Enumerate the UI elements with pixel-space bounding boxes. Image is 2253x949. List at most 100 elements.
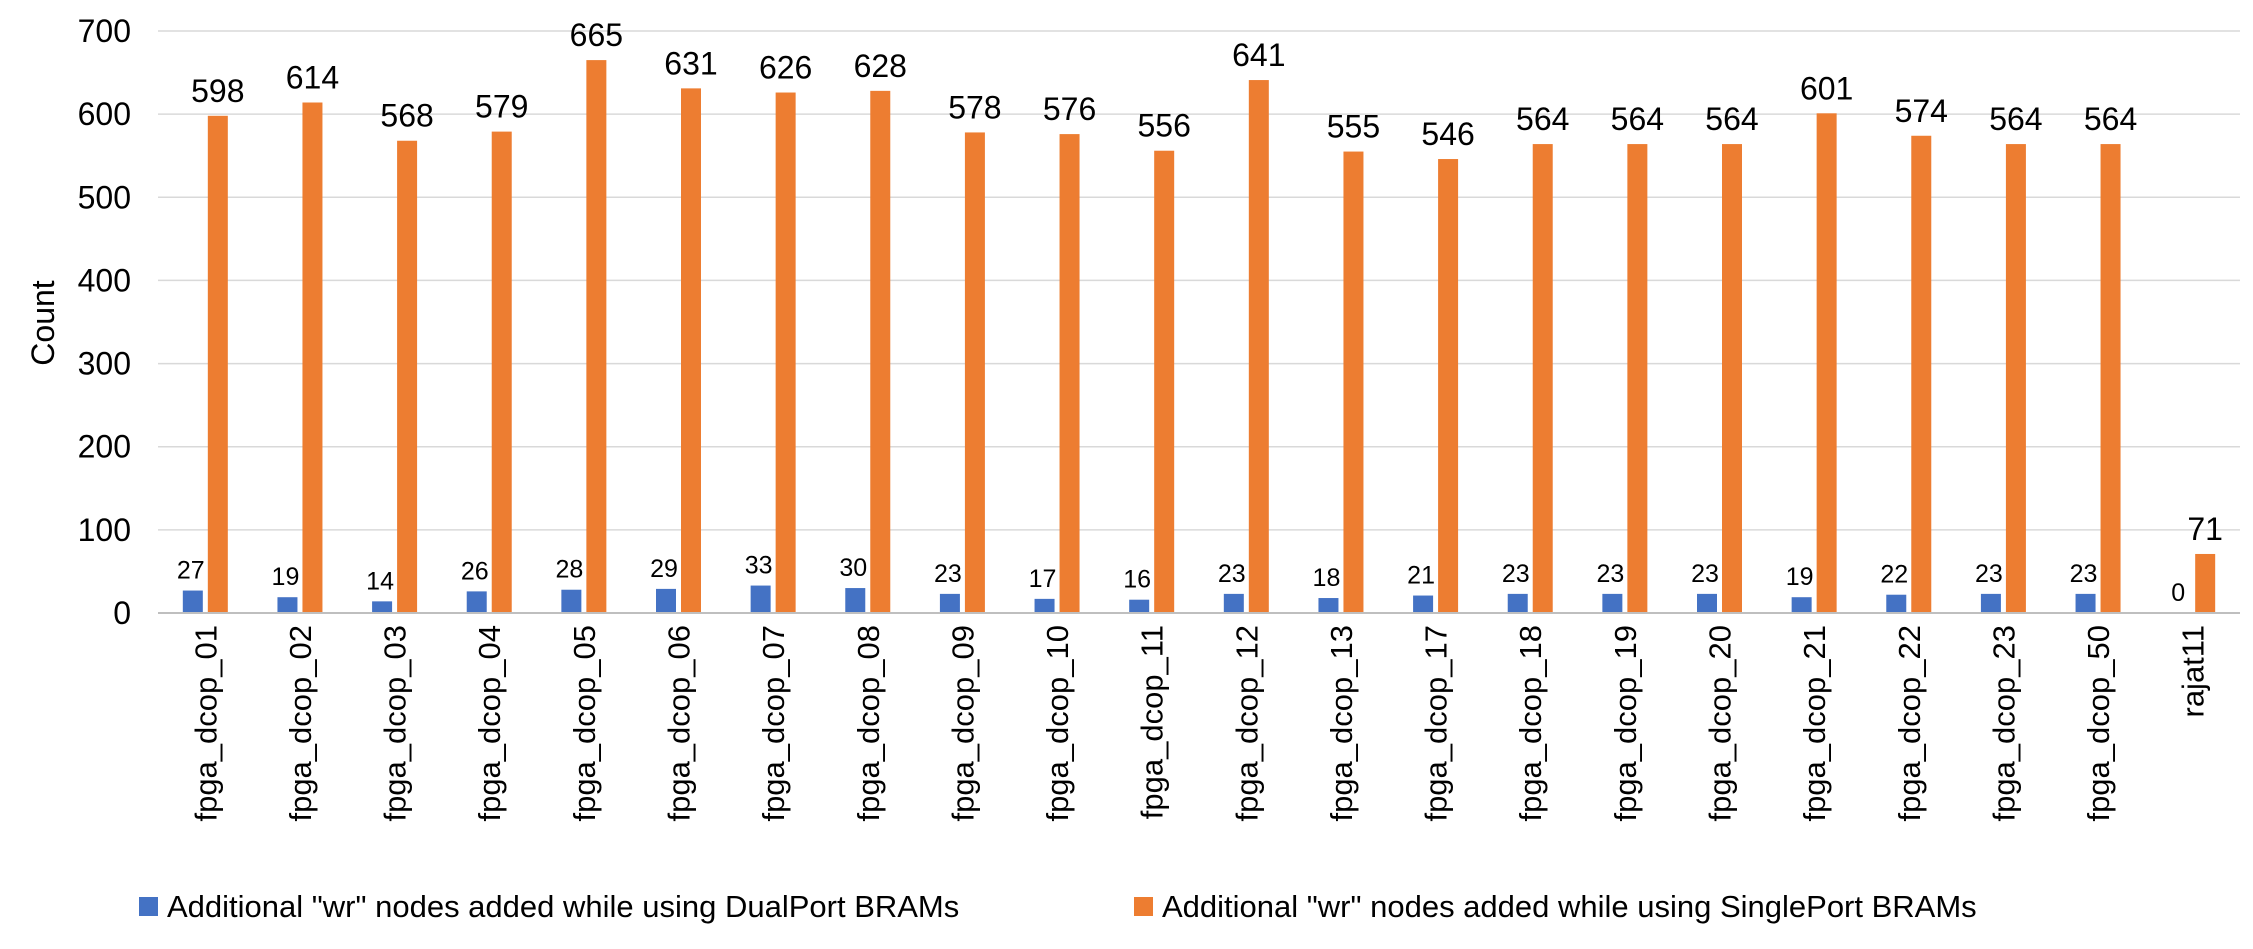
bar-dualport <box>656 588 676 613</box>
bar-dualport <box>466 591 487 613</box>
data-label: 564 <box>1989 101 2042 137</box>
x-tick-label: fpga_dcop_18 <box>1513 625 1548 822</box>
bars <box>182 60 2216 614</box>
data-label: 564 <box>1516 101 1569 137</box>
y-tick-label: 700 <box>78 13 131 49</box>
x-tick-label: fpga_dcop_09 <box>945 625 980 822</box>
data-label: 564 <box>1705 101 1758 137</box>
x-tick-label: fpga_dcop_01 <box>188 625 223 822</box>
y-tick-label: 0 <box>113 595 131 631</box>
data-label: 26 <box>461 557 489 585</box>
data-label: 22 <box>1880 561 1908 589</box>
bar-singleport <box>2005 144 2026 613</box>
data-label: 574 <box>1895 93 1948 129</box>
data-label: 626 <box>759 50 812 86</box>
data-label: 598 <box>191 73 244 109</box>
data-label: 17 <box>1029 565 1057 593</box>
data-label: 27 <box>177 557 205 585</box>
bar-singleport <box>1154 150 1175 613</box>
bar-singleport <box>775 92 796 614</box>
x-tick-label: fpga_dcop_03 <box>378 625 413 822</box>
bar-dualport <box>1507 593 1528 613</box>
bar-dualport <box>2075 593 2096 613</box>
bar-dualport <box>1318 598 1339 613</box>
x-tick-label: fpga_dcop_06 <box>662 625 697 822</box>
bar-singleport <box>586 60 607 614</box>
bar-dualport <box>1223 593 1244 613</box>
data-label: 33 <box>745 552 773 580</box>
data-label: 568 <box>380 98 433 134</box>
data-label: 564 <box>2084 101 2137 137</box>
x-tick-label: fpga_dcop_07 <box>756 625 791 822</box>
bar-singleport <box>397 140 418 613</box>
bar-dualport <box>277 597 298 613</box>
x-tick-label: fpga_dcop_22 <box>1892 625 1927 822</box>
data-label: 19 <box>272 563 300 591</box>
x-tick-label: fpga_dcop_23 <box>1986 625 2021 822</box>
data-label: 665 <box>570 17 623 53</box>
data-label: 18 <box>1313 564 1341 592</box>
bar-dualport <box>1697 593 1717 613</box>
data-label: 23 <box>1691 560 1719 588</box>
bar-dualport <box>1413 595 1434 613</box>
x-tick-label: fpga_dcop_05 <box>567 625 602 822</box>
data-label: 631 <box>664 45 717 81</box>
x-tick-label: fpga_dcop_17 <box>1419 625 1454 822</box>
bar-singleport <box>207 115 228 613</box>
bar-singleport <box>1816 113 1837 613</box>
legend-label-singleport: Additional "wr" nodes added while using … <box>1162 889 1977 924</box>
data-label: 29 <box>650 555 678 583</box>
x-tick-label: fpga_dcop_21 <box>1797 625 1832 822</box>
bar-dualport <box>1791 597 1812 613</box>
bar-singleport <box>302 102 323 613</box>
data-label: 14 <box>366 567 394 595</box>
bar-singleport <box>870 90 891 613</box>
bar-dualport <box>1034 598 1055 613</box>
y-tick-label: 500 <box>78 179 131 215</box>
y-tick-label: 600 <box>78 96 131 132</box>
y-tick-label: 300 <box>78 346 131 382</box>
legend-swatch-singleport <box>1134 897 1153 916</box>
x-tick-label: fpga_dcop_13 <box>1324 625 1359 822</box>
bar-singleport <box>1343 151 1364 614</box>
data-label: 28 <box>555 556 583 584</box>
y-tick-label: 400 <box>78 262 131 298</box>
data-label: 555 <box>1327 109 1380 145</box>
bar-singleport <box>491 131 512 614</box>
bar-dualport <box>1129 599 1150 613</box>
x-tick-label: fpga_dcop_10 <box>1040 625 1075 822</box>
bar-singleport <box>964 132 985 614</box>
bar-singleport <box>2195 553 2216 613</box>
x-tick-label: fpga_dcop_50 <box>2081 625 2116 822</box>
bar-singleport <box>1438 159 1459 614</box>
bar-dualport <box>845 588 866 613</box>
bar-dualport <box>561 589 582 613</box>
bar-singleport <box>681 88 701 613</box>
bar-dualport <box>182 590 203 613</box>
data-label: 641 <box>1232 37 1285 73</box>
x-tick-label: fpga_dcop_20 <box>1703 625 1738 822</box>
bar-singleport <box>1627 144 1648 613</box>
data-label: 19 <box>1786 563 1814 591</box>
data-label: 30 <box>839 554 867 582</box>
data-label: 546 <box>1421 116 1474 152</box>
data-label: 23 <box>1218 560 1246 588</box>
x-tick-label: fpga_dcop_11 <box>1135 625 1170 819</box>
data-label: 564 <box>1611 101 1664 137</box>
legend-label-dualport: Additional "wr" nodes added while using … <box>167 889 959 924</box>
bar-singleport <box>1248 80 1269 614</box>
bar-dualport <box>372 601 393 613</box>
bar-dualport <box>1886 594 1907 613</box>
y-axis-title: Count <box>25 280 61 366</box>
data-label: 16 <box>1123 566 1151 594</box>
bar-singleport <box>1911 135 1932 613</box>
data-label: 578 <box>948 89 1001 125</box>
x-tick-label: fpga_dcop_08 <box>851 625 886 822</box>
data-label: 601 <box>1800 70 1853 106</box>
bar-singleport <box>1059 134 1080 613</box>
bar-singleport <box>1532 144 1553 613</box>
data-label: 579 <box>475 89 528 125</box>
